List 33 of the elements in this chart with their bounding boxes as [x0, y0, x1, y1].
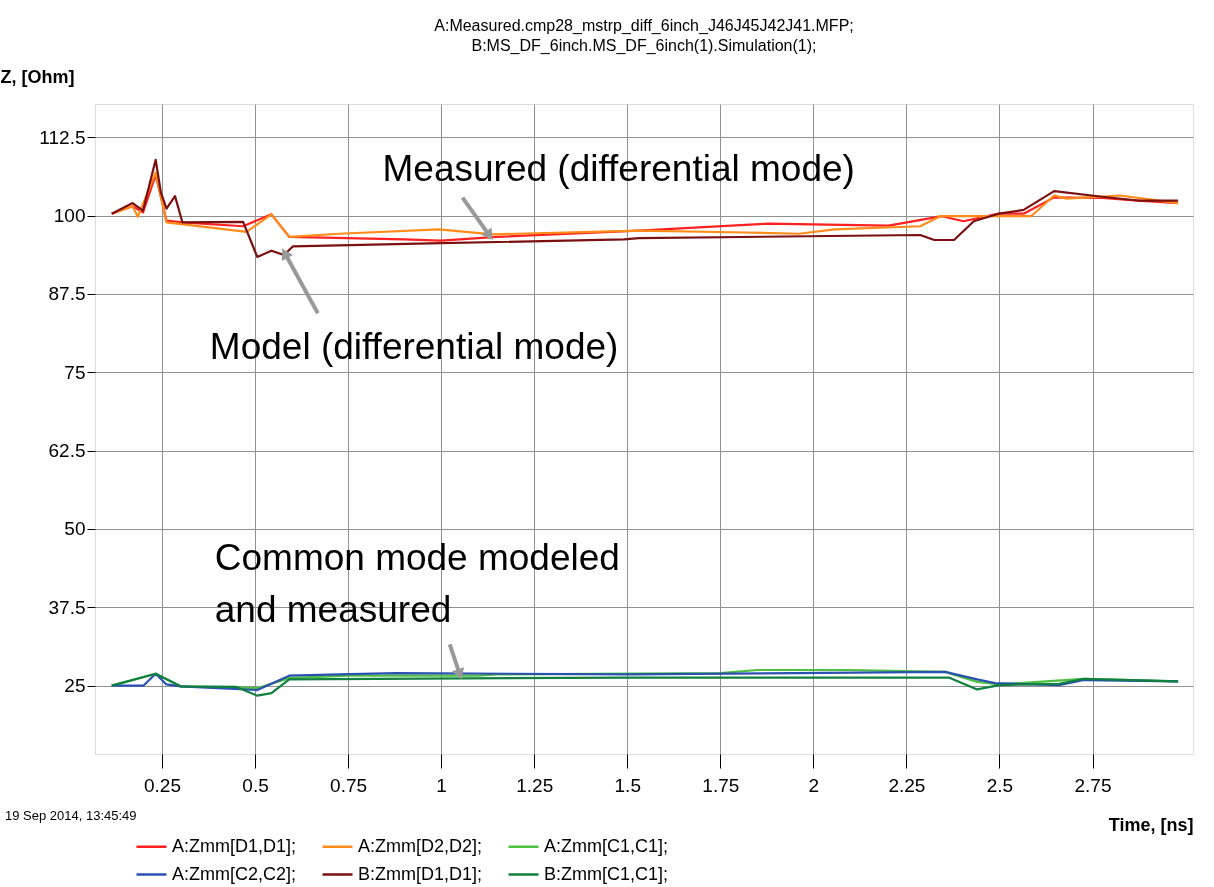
- y-tick-label: 87.5: [48, 283, 86, 305]
- legend-label: A:Zmm[C2,C2];: [172, 863, 297, 884]
- x-tick-label: 0.5: [242, 774, 269, 796]
- legend-label: B:Zmm[C1,C1];: [544, 863, 669, 884]
- y-tick-label: 112.5: [39, 126, 86, 148]
- y-tick-label: 25: [64, 675, 86, 697]
- text: 19 Sep 2014, 13:45:49: [5, 808, 137, 823]
- legend-label: B:Zmm[D1,D1];: [358, 863, 483, 884]
- y-tick-label: 62.5: [48, 440, 86, 462]
- x-tick-label: 2.75: [1074, 774, 1112, 796]
- annotation: Model (differential mode): [209, 326, 619, 368]
- line-series: [110, 672, 1180, 697]
- x-tick-label: 0.75: [330, 774, 368, 796]
- annotation: Measured (differential mode): [382, 147, 855, 189]
- x-tick-label: 2.5: [986, 774, 1014, 796]
- legend-label: A:Zmm[D1,D1];: [172, 835, 297, 856]
- x-tick-label: 1.75: [702, 774, 740, 796]
- x-tick-label: 1: [436, 774, 447, 796]
- y-axis-title: Z, [Ohm]: [0, 66, 75, 87]
- legend-label: A:Zmm[D2,D2];: [358, 835, 483, 856]
- y-tick-label: 100: [53, 205, 86, 227]
- legend-label: A:Zmm[C1,C1];: [544, 835, 669, 856]
- x-tick-label: 0.25: [144, 774, 181, 796]
- x-axis-title: Time, [ns]: [1108, 814, 1194, 835]
- x-tick-label: 1.5: [614, 774, 641, 796]
- x-tick-label: 1.25: [516, 774, 554, 796]
- x-tick-label: 2.25: [888, 774, 926, 796]
- y-tick-label: 50: [64, 518, 86, 540]
- y-tick-label: 75: [64, 361, 86, 383]
- x-tick-label: 2: [808, 774, 820, 796]
- chart-title: A:Measured.cmp28_mstrp_diff_6inch_J46J45J42J41.MFP; B:MS_DF_6inch.MS_DF_6inch(1).Simulation(1);: [434, 17, 854, 55]
- y-tick-label: 37.5: [48, 596, 86, 618]
- annotation: Common mode modeled and measured: [214, 537, 620, 631]
